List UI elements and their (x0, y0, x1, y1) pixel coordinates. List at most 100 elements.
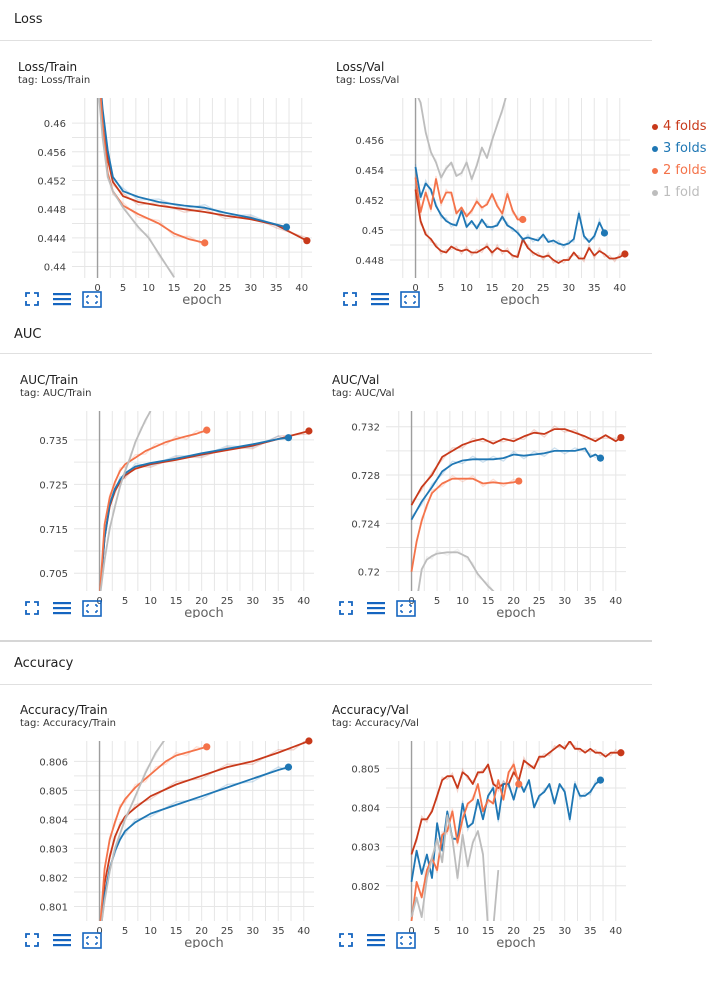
legend-item-4-folds[interactable]: 4 folds (652, 116, 707, 138)
y-tick-label: 0.705 (39, 569, 68, 580)
x-tick-label: 30 (562, 283, 575, 294)
fullscreen-icon[interactable] (336, 599, 356, 617)
x-tick-label: 15 (482, 596, 495, 607)
chart-plot-accuracy-train[interactable]: 0.801 0.802 0.803 0.804 0.805 0.806 0 5 10 15 20 25… (16, 733, 316, 948)
x-tick-label: 35 (272, 926, 285, 937)
chart-plot-auc-train[interactable]: 0.705 0.715 0.725 0.735 0 5 10 15 20 25 30 35 40 epoc… (16, 403, 316, 618)
plot-area (410, 425, 622, 591)
x-tick-label: 30 (558, 926, 571, 937)
chart-title: AUC/Train (20, 373, 79, 387)
series-raw-line (101, 766, 289, 921)
series-end-marker (303, 237, 311, 245)
series-end-marker (203, 743, 211, 751)
fit-domain-icon[interactable] (82, 290, 102, 308)
plot-area (414, 98, 626, 264)
x-axis-label: epoch (184, 936, 224, 948)
fit-domain-icon[interactable] (400, 290, 420, 308)
series-end-marker (519, 215, 527, 224)
toggle-log-icon[interactable] (52, 599, 72, 617)
series-line-2-folds (414, 177, 523, 221)
series-line-3-folds (410, 447, 602, 521)
y-tick-label: 0.456 (355, 136, 384, 147)
x-tick-label: 25 (221, 596, 234, 607)
section-title-auc: AUC (14, 327, 42, 342)
y-tick-label: 0.456 (37, 148, 66, 159)
toggle-log-icon[interactable] (370, 290, 390, 308)
y-tick-label: 0.46 (44, 119, 66, 130)
fit-domain-icon[interactable] (396, 931, 416, 949)
x-tick-label: 25 (533, 926, 546, 937)
x-tick-label: 35 (272, 596, 285, 607)
chart-plot-loss-train[interactable]: 0.44 0.444 0.448 0.452 0.456 0.46 0 5 10 15 20 25 30… (14, 90, 314, 305)
y-tick-label: 0.803 (39, 844, 68, 855)
x-tick-label: 20 (193, 283, 206, 294)
y-tick-label: 0.804 (39, 815, 68, 826)
chart-tag: tag: Loss/Val (336, 75, 400, 86)
plot-area (99, 741, 310, 921)
legend-dot (652, 124, 658, 130)
chart-toolbar (336, 931, 416, 949)
chart-title: Accuracy/Train (20, 703, 108, 717)
chart-plot-auc-val[interactable]: 0.72 0.724 0.728 0.732 0 5 10 15 20 25 30 35 40 epoch (328, 403, 628, 618)
x-tick-label: 25 (537, 283, 550, 294)
fullscreen-icon[interactable] (22, 599, 42, 617)
x-tick-label: 0 (412, 283, 418, 294)
x-tick-label: 25 (221, 926, 234, 937)
x-tick-label: 5 (122, 596, 128, 607)
fullscreen-icon[interactable] (22, 290, 42, 308)
x-tick-label: 10 (142, 283, 155, 294)
grid (74, 741, 314, 921)
x-tick-label: 15 (170, 596, 183, 607)
series-raw-line (101, 741, 164, 921)
legend-item-1-fold[interactable]: 1 fold (652, 182, 707, 204)
fit-domain-icon[interactable] (82, 931, 102, 949)
series-line-1-fold (417, 98, 507, 180)
series-line-3-folds (100, 766, 289, 921)
x-tick-label: 15 (170, 926, 183, 937)
x-axis-label: epoch (182, 293, 222, 305)
grid (72, 98, 312, 278)
series-line-2-folds (99, 745, 208, 921)
x-tick-label: 30 (246, 596, 259, 607)
fullscreen-icon[interactable] (22, 931, 42, 949)
series-end-marker (621, 250, 629, 258)
fullscreen-icon[interactable] (336, 931, 356, 949)
legend-dot (652, 146, 658, 152)
x-tick-label: 10 (144, 926, 157, 937)
chart-tag: tag: Accuracy/Val (332, 718, 419, 729)
chart-card-accuracy-train: Accuracy/Train tag: Accuracy/Train 0.801… (16, 703, 316, 983)
y-tick-label: 0.728 (351, 471, 380, 482)
toggle-log-icon[interactable] (366, 931, 386, 949)
series-raw-line (414, 163, 606, 250)
toggle-log-icon[interactable] (366, 599, 386, 617)
legend-item-2-folds[interactable]: 2 folds (652, 160, 707, 182)
series-line-4-folds (410, 741, 621, 855)
x-tick-label: 20 (507, 926, 520, 937)
x-axis-label: epoch (496, 936, 536, 948)
toggle-log-icon[interactable] (52, 290, 72, 308)
x-tick-label: 15 (168, 283, 181, 294)
chart-toolbar (340, 290, 420, 308)
fit-domain-icon[interactable] (396, 599, 416, 617)
y-tick-label: 0.724 (351, 519, 380, 530)
series-end-marker (596, 776, 605, 784)
chart-plot-loss-val[interactable]: 0.448 0.45 0.452 0.454 0.456 0 5 10 15 20 25 30 35 40… (332, 90, 632, 305)
fullscreen-icon[interactable] (340, 290, 360, 308)
chart-card-loss-train: Loss/Train tag: Loss/Train 0.44 0.444 0.44… (14, 60, 314, 340)
section-divider (0, 353, 652, 354)
y-tick-label: 0.72 (358, 568, 380, 579)
legend-item-3-folds[interactable]: 3 folds (652, 138, 707, 160)
chart-tag: tag: AUC/Train (20, 388, 92, 399)
legend-dot (652, 190, 658, 196)
fit-domain-icon[interactable] (82, 599, 102, 617)
chart-plot-accuracy-val[interactable]: 0.802 0.803 0.804 0.805 0 5 10 15 20 25 30 35 40 epoc… (328, 733, 628, 948)
y-tick-label: 0.805 (39, 786, 68, 797)
section-separator (0, 640, 652, 642)
y-tick-label: 0.452 (37, 176, 66, 187)
chart-card-auc-val: AUC/Val tag: AUC/Val 0.72 0.724 0.728 0.732… (328, 373, 628, 653)
y-tick-label: 0.803 (351, 843, 380, 854)
section-title-loss: Loss (14, 12, 43, 27)
section-divider (0, 684, 652, 685)
x-tick-label: 30 (246, 926, 259, 937)
toggle-log-icon[interactable] (52, 931, 72, 949)
